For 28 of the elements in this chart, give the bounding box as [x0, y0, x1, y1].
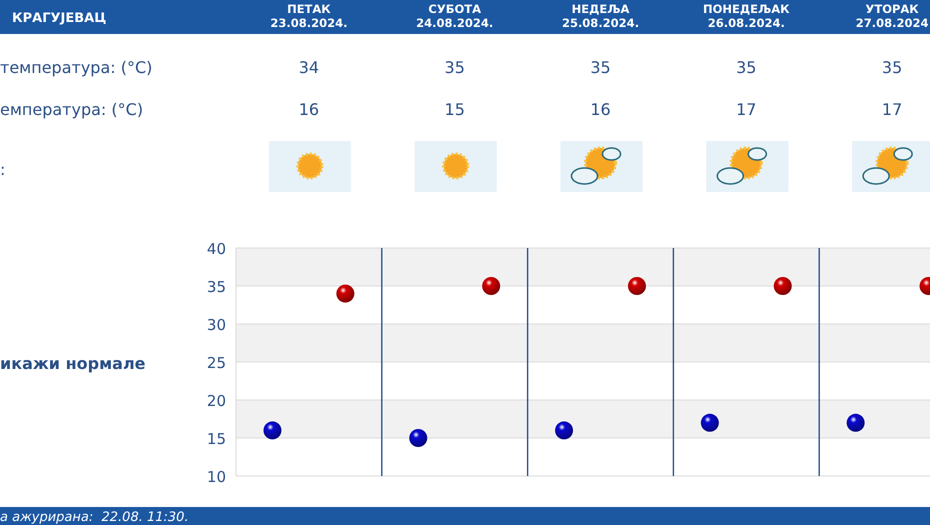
y-tick-label: 10 — [206, 468, 226, 486]
text: температура: (°C) — [0, 58, 152, 77]
data-label: 35 — [590, 58, 611, 77]
text: : — [0, 160, 6, 179]
y-tick-label: 40 — [206, 240, 226, 258]
text: УТОРАК 27.08.2024 — [854, 2, 930, 30]
y-tick-label: 25 — [206, 354, 226, 372]
text: СУБОТА 24.08.2024. — [415, 2, 494, 30]
text: ПЕТАК 23.08.2024. — [269, 2, 348, 30]
text: емпература: (°C) — [0, 100, 144, 119]
data-label: 17 — [736, 100, 756, 119]
text: НЕДЕЉА 25.08.2024. — [560, 2, 640, 30]
text: а ажурирана: 22.08. 11:30. — [0, 510, 189, 525]
data-label: 16 — [590, 100, 611, 119]
y-tick-label: 20 — [206, 392, 226, 410]
text: ПОНЕДЕЉАК 26.08.2024. — [702, 2, 791, 30]
data-label: 15 — [444, 100, 465, 119]
y-tick-label: 15 — [206, 430, 226, 448]
data-label: 35 — [444, 58, 465, 77]
data-label: 16 — [298, 100, 320, 119]
data-label: 35 — [736, 58, 756, 77]
data-label: 17 — [882, 100, 902, 119]
data-label: 35 — [882, 58, 902, 77]
y-tick-label: 35 — [206, 278, 226, 296]
text: икажи нормале — [0, 354, 146, 373]
y-tick-label: 30 — [206, 316, 226, 334]
text: КРАГУЈЕВАЦ — [12, 11, 106, 26]
data-label: 34 — [298, 58, 320, 77]
